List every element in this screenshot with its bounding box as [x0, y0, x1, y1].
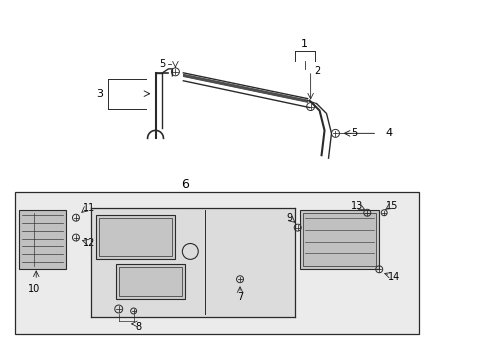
- Bar: [116, 264, 185, 299]
- Text: 3: 3: [96, 89, 103, 99]
- Text: 10: 10: [28, 284, 40, 294]
- Bar: [96, 215, 175, 260]
- Text: 12: 12: [82, 238, 95, 248]
- Text: 11: 11: [82, 203, 95, 213]
- Bar: [19, 210, 66, 269]
- Bar: [119, 267, 182, 296]
- Text: 1: 1: [301, 39, 307, 49]
- Text: 9: 9: [286, 213, 292, 223]
- Text: 7: 7: [236, 292, 243, 302]
- Bar: [299, 210, 379, 269]
- Text: 5: 5: [159, 59, 165, 69]
- Text: 13: 13: [350, 201, 363, 211]
- Text: 6: 6: [181, 179, 189, 192]
- Text: 2: 2: [314, 66, 320, 76]
- Bar: [302, 213, 375, 266]
- Text: 14: 14: [387, 272, 400, 282]
- Text: 15: 15: [385, 201, 398, 211]
- Text: 8: 8: [135, 322, 142, 332]
- Bar: [91, 208, 294, 317]
- Text: 5: 5: [350, 129, 357, 138]
- Text: 4: 4: [385, 129, 392, 138]
- Bar: [99, 218, 172, 256]
- Bar: [15, 192, 418, 334]
